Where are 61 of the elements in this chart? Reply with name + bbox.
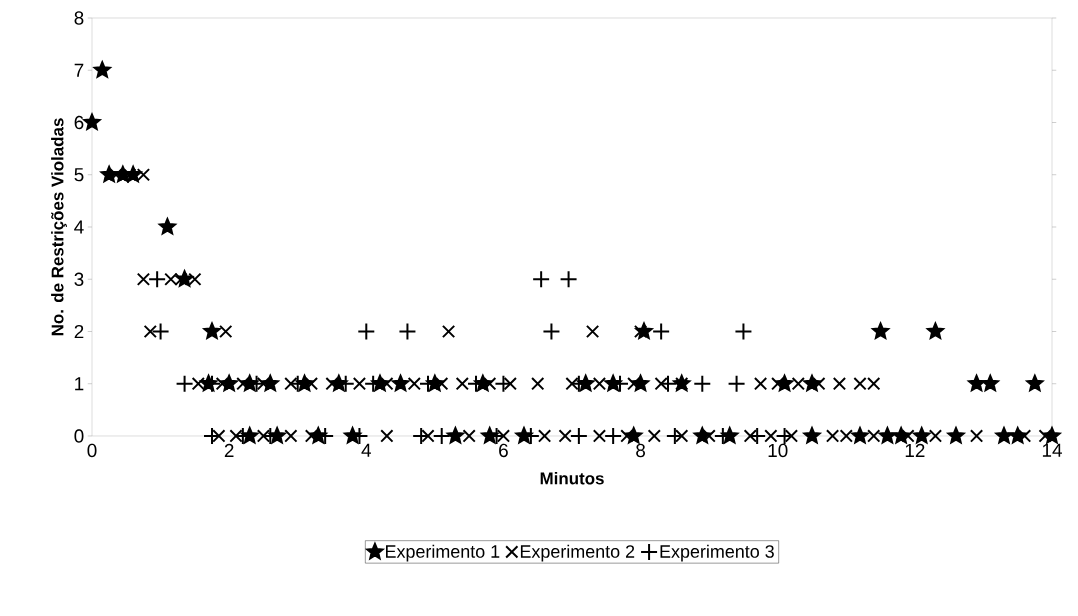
point <box>151 322 170 341</box>
x-tick-label: 4 <box>361 443 371 457</box>
y-tick-label: 6 <box>74 115 84 130</box>
point <box>693 374 712 393</box>
point <box>432 426 451 445</box>
point <box>878 426 897 444</box>
point <box>532 270 551 289</box>
y-tick-label: 4 <box>74 220 84 234</box>
point <box>220 374 238 392</box>
x-tick-label: 6 <box>499 443 508 458</box>
legend-label: Experimento 3 <box>660 544 774 562</box>
y-axis-title: No. de Restrições Violadas <box>51 118 67 336</box>
point <box>446 426 465 444</box>
x-tick-label: 14 <box>1042 443 1062 457</box>
point <box>727 374 746 393</box>
point <box>83 113 101 130</box>
point <box>148 270 167 289</box>
point <box>734 322 753 341</box>
legend-label: Experimento 1 <box>386 544 500 562</box>
y-tick-label: 1 <box>75 377 84 391</box>
point <box>981 374 999 392</box>
y-tick-label: 0 <box>74 429 84 443</box>
point <box>926 322 945 339</box>
y-tick-label: 5 <box>74 168 84 182</box>
y-tick-label: 7 <box>74 63 84 77</box>
point <box>631 374 650 392</box>
point <box>1009 426 1027 444</box>
point <box>93 61 111 78</box>
point <box>398 322 417 341</box>
point <box>1026 374 1044 392</box>
y-tick-label: 8 <box>74 11 84 25</box>
point <box>871 322 890 339</box>
y-tick-label: 3 <box>74 272 84 286</box>
point <box>947 426 965 444</box>
point <box>913 426 931 444</box>
x-tick-label: 2 <box>224 443 234 457</box>
point <box>559 270 578 289</box>
point <box>569 426 588 445</box>
point <box>775 374 794 392</box>
point <box>803 374 821 392</box>
x-tick-label: 12 <box>905 443 925 457</box>
point <box>967 374 986 392</box>
point <box>391 374 410 392</box>
point <box>851 426 869 444</box>
x-tick-label: 8 <box>636 443 646 458</box>
y-tick-label: 2 <box>74 324 84 339</box>
point <box>357 322 376 341</box>
point <box>542 322 561 341</box>
point <box>175 374 194 393</box>
point <box>494 374 513 393</box>
point <box>604 426 623 445</box>
point <box>803 426 821 444</box>
x-tick-label: 10 <box>768 443 788 458</box>
point <box>995 426 1013 444</box>
x-tick-label: 0 <box>87 443 97 458</box>
point <box>203 322 221 339</box>
point <box>652 322 671 341</box>
point <box>158 217 177 235</box>
x-axis-title: Minutos <box>540 472 604 485</box>
point <box>412 426 431 445</box>
legend-label: Experimento 2 <box>520 544 635 562</box>
